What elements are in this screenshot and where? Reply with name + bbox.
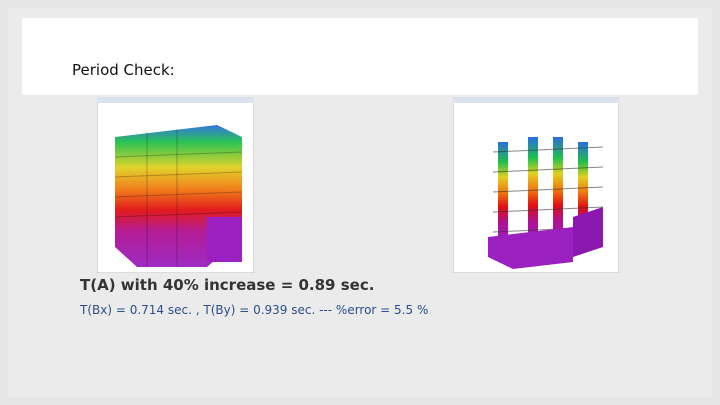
model-image-a (97, 97, 254, 273)
slide-title: Period Check: (72, 61, 175, 79)
result-line: T(A) with 40% increase = 0.89 sec. (80, 276, 375, 294)
model-image-b (453, 97, 619, 273)
result-line: T(Bx) = 0.714 sec. , T(By) = 0.939 sec. … (80, 303, 429, 317)
header-band (22, 18, 698, 95)
